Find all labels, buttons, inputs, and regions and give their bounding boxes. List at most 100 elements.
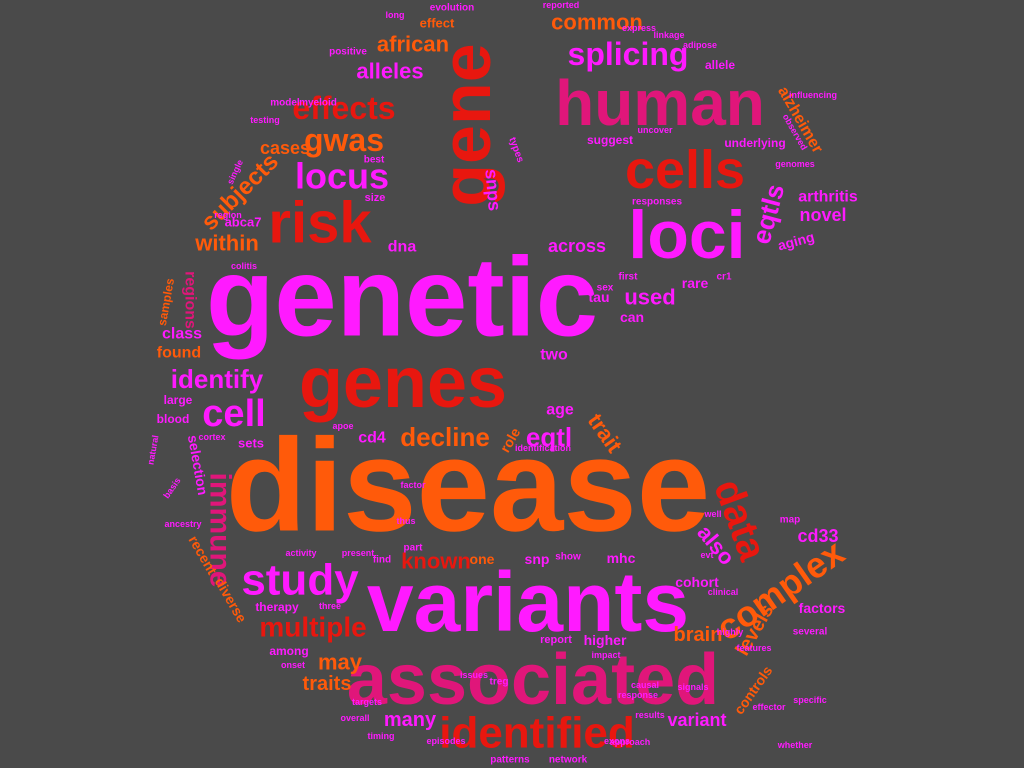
word-mhc: mhc xyxy=(607,550,636,566)
word-positive: positive xyxy=(329,47,367,58)
word-within: within xyxy=(194,231,259,256)
word-genetic: genetic xyxy=(206,235,598,360)
word-splicing: splicing xyxy=(568,36,689,72)
word-network: network xyxy=(549,755,588,766)
word-sex: sex xyxy=(597,283,614,294)
word-evt: evt xyxy=(700,550,713,560)
word-genomes: genomes xyxy=(775,159,815,169)
word-multiple: multiple xyxy=(259,612,366,643)
word-three: three xyxy=(319,601,341,611)
word-locus: locus xyxy=(295,156,389,197)
word-snps: snps xyxy=(481,168,505,212)
word-disease: disease xyxy=(226,412,710,559)
word-response: response xyxy=(618,690,658,700)
word-study: study xyxy=(241,556,359,605)
word-tau: tau xyxy=(589,289,610,305)
word-activity: activity xyxy=(285,548,316,558)
word-eqtl: eqtl xyxy=(526,422,572,452)
word-clinical: clinical xyxy=(708,587,739,597)
word-report: report xyxy=(540,634,572,646)
word-evolution: evolution xyxy=(430,3,474,14)
word-specific: specific xyxy=(793,695,827,705)
word-part: part xyxy=(404,543,424,554)
word-used: used xyxy=(624,285,675,310)
word-sets: sets xyxy=(238,436,264,451)
word-cortex: cortex xyxy=(198,432,225,442)
word-overall: overall xyxy=(340,713,369,723)
word-allele: allele xyxy=(705,58,735,72)
word-cd33: cd33 xyxy=(797,526,838,546)
word-blood: blood xyxy=(157,412,190,426)
word-issues: issues xyxy=(460,670,488,680)
word-suggest: suggest xyxy=(587,133,633,147)
word-brain: brain xyxy=(674,624,723,646)
word-adipose: adipose xyxy=(683,40,717,50)
word-large: large xyxy=(164,393,193,407)
word-apoe: apoe xyxy=(332,421,353,431)
word-regions: regions xyxy=(182,271,199,329)
word-human: human xyxy=(555,67,765,139)
word-common: common xyxy=(551,10,643,35)
word-snp: snp xyxy=(525,551,550,567)
word-found: found xyxy=(157,345,201,362)
word-cell: cell xyxy=(202,393,265,435)
word-rare: rare xyxy=(682,275,709,291)
word-cases: cases xyxy=(260,138,310,158)
word-colitis: colitis xyxy=(231,261,257,271)
word-decline: decline xyxy=(400,422,490,452)
word-patterns: patterns xyxy=(490,755,530,766)
word-abca7: abca7 xyxy=(225,215,262,230)
word-factors: factors xyxy=(799,600,846,616)
word-effects: effects xyxy=(292,90,395,126)
word-traits: traits xyxy=(303,673,352,695)
word-uncover: uncover xyxy=(637,125,673,135)
word-map: map xyxy=(780,515,801,526)
word-age: age xyxy=(546,402,574,419)
word-treg: treg xyxy=(490,677,509,688)
word-testing: testing xyxy=(250,115,280,125)
word-influencing: influencing xyxy=(789,90,837,100)
word-model: model xyxy=(270,98,300,109)
word-onset: onset xyxy=(281,660,305,670)
word-identified: identified xyxy=(439,709,635,758)
word-several: several xyxy=(793,627,828,638)
word-may: may xyxy=(318,650,363,675)
word-well: well xyxy=(703,509,721,519)
word-impact: impact xyxy=(591,650,620,660)
word-express: express xyxy=(622,23,656,33)
word-whether: whether xyxy=(777,740,813,750)
word-responses: responses xyxy=(632,197,682,208)
word-show: show xyxy=(555,552,581,563)
word-find: find xyxy=(373,555,391,566)
word-variant: variant xyxy=(667,710,726,730)
word-therapy: therapy xyxy=(255,600,299,614)
word-effect: effect xyxy=(420,16,455,31)
word-present: present xyxy=(342,548,375,558)
word-many: many xyxy=(384,709,437,731)
word-can: can xyxy=(620,309,644,325)
word-region: region xyxy=(214,210,242,220)
word-african: african xyxy=(377,32,449,57)
word-highly: highly xyxy=(717,627,744,637)
word-dna: dna xyxy=(388,239,417,256)
word-causal: causal xyxy=(631,680,659,690)
word-gene: gene xyxy=(427,43,505,206)
word-ancestry: ancestry xyxy=(164,519,201,529)
word-identification: identification xyxy=(515,443,571,453)
word-one: one xyxy=(470,551,495,567)
word-alleles: alleles xyxy=(356,59,423,84)
word-two: two xyxy=(540,347,568,364)
word-risk: risk xyxy=(268,191,372,256)
word-variants: variants xyxy=(367,555,689,649)
word-loci: loci xyxy=(628,197,745,273)
word-identify: identify xyxy=(171,364,264,394)
word-cohort: cohort xyxy=(675,574,719,590)
word-genes: genes xyxy=(299,343,507,423)
word-associated: associated xyxy=(347,640,719,720)
word-size: size xyxy=(365,192,386,204)
word-cr1: cr1 xyxy=(716,272,731,283)
word-myeloid: myeloid xyxy=(299,98,337,109)
